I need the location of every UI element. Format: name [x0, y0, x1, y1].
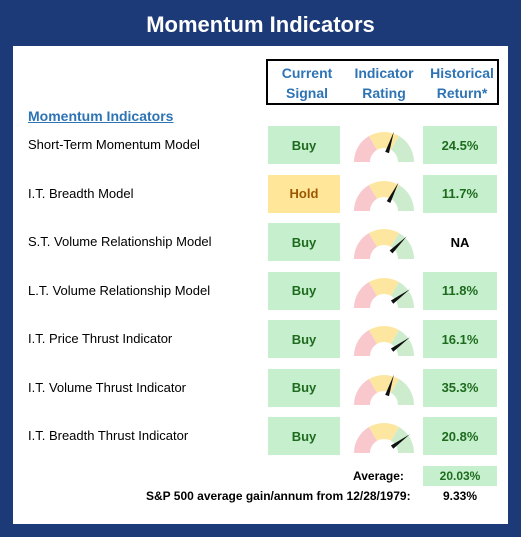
historical-return-value: 11.7% [423, 174, 497, 213]
gauge-needle [385, 374, 394, 396]
gauge-sell-zone [354, 330, 377, 356]
sp500-label: S&P 500 average gain/annum from 12/28/19… [146, 489, 411, 503]
gauge-sell-zone [354, 281, 377, 308]
rating-gauge-icon [354, 423, 414, 453]
signal-badge: Buy [268, 368, 340, 407]
gauge-needle [390, 337, 410, 352]
gauge-sell-zone [354, 378, 377, 405]
historical-return-value: 20.8% [423, 417, 497, 455]
header-historical-return: Historical Return* [423, 63, 501, 103]
historical-return-value: 16.1% [423, 320, 497, 358]
page-title: Momentum Indicators [146, 12, 375, 37]
signal-badge: Buy [268, 223, 340, 261]
header-current-signal-line2: Signal [285, 85, 328, 101]
historical-return-value: 35.3% [423, 368, 497, 407]
gauge-hold-zone [369, 423, 399, 441]
average-value: 20.03% [423, 466, 497, 486]
gauge-sell-zone [354, 184, 377, 211]
gauge-hold-zone [369, 326, 399, 344]
historical-return-value: 11.8% [423, 271, 497, 310]
gauge-needle [390, 434, 410, 449]
indicator-label: I.T. Price Thrust Indicator [28, 331, 173, 346]
header-historical-return-line1: Historical [430, 65, 494, 81]
gauge-hold-zone [369, 132, 399, 150]
indicator-panel: Current Signal Indicator Rating Historic… [13, 46, 508, 524]
signal-badge: Buy [268, 271, 340, 310]
gauge-buy-zone [391, 378, 414, 405]
gauge-buy-zone [391, 184, 414, 211]
rating-gauge-icon [354, 229, 414, 259]
rating-gauge-icon [354, 326, 414, 356]
signal-badge: Buy [268, 126, 340, 164]
column-header-box [266, 59, 499, 105]
gauge-buy-zone [391, 233, 414, 259]
signal-badge: Buy [268, 417, 340, 455]
gauge-hold-zone [369, 374, 399, 393]
gauge-needle [385, 131, 394, 154]
historical-return-value: 24.5% [423, 126, 497, 164]
indicator-label: I.T. Volume Thrust Indicator [28, 379, 186, 395]
average-label: Average: [353, 469, 404, 483]
header-indicator-rating-line2: Rating [362, 85, 406, 101]
header-current-signal: Current Signal [268, 63, 346, 103]
indicator-label: L.T. Volume Relationship Model [28, 282, 211, 298]
sp500-value: 9.33% [442, 489, 478, 503]
rating-gauge-icon [354, 131, 414, 162]
indicator-label: S.T. Volume Relationship Model [28, 234, 212, 249]
gauge-buy-zone [391, 136, 414, 162]
gauge-needle [386, 181, 399, 203]
indicator-label: I.T. Breadth Thrust Indicator [28, 428, 189, 443]
gauge-needle [389, 236, 407, 254]
indicator-label: Short-Term Momentum Model [28, 137, 200, 152]
header-historical-return-line2: Return* [436, 85, 488, 101]
section-title: Momentum Indicators [28, 108, 174, 124]
header-indicator-rating-line1: Indicator [354, 65, 414, 81]
rating-gauge-icon [354, 374, 414, 405]
header-indicator-rating: Indicator Rating [345, 63, 423, 103]
gauge-hold-zone [369, 277, 399, 296]
rating-gauge-icon [354, 180, 414, 211]
signal-badge: Buy [268, 320, 340, 358]
signal-badge: Hold [268, 174, 340, 213]
gauge-sell-zone [354, 427, 377, 453]
historical-return-value: NA [450, 234, 470, 250]
gauge-sell-zone [354, 233, 377, 259]
indicator-label: I.T. Breadth Model [28, 185, 134, 201]
gauge-sell-zone [354, 136, 377, 162]
gauge-needle [390, 288, 410, 304]
header-current-signal-line1: Current [281, 65, 333, 81]
gauge-hold-zone [369, 229, 399, 247]
rating-gauge-icon [354, 277, 414, 308]
